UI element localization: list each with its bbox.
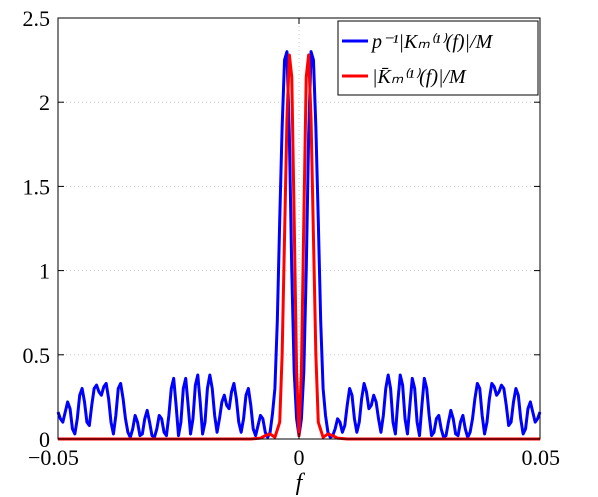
grid <box>58 18 540 439</box>
legend-box <box>337 20 539 96</box>
y-tick-label: 0.5 <box>23 343 51 368</box>
legend-label-blue: p⁻¹|Kₘ⁽¹⁾(f)|/M <box>370 31 494 53</box>
x-tick-label: −0.05 <box>28 445 79 470</box>
x-tick-label: 0.05 <box>522 445 561 470</box>
y-tick-label: 2.5 <box>23 6 51 31</box>
tick-labels: 00.511.522.5−0.05 0 0.05 <box>23 6 561 470</box>
x-axis-label: f <box>296 470 306 496</box>
y-tick-label: 0 <box>39 427 50 452</box>
y-tick-label: 1.5 <box>23 174 51 199</box>
y-tick-label: 1 <box>39 259 50 284</box>
legend-label-red: |K̄ₘ⁽¹⁾(f)|/M <box>372 66 467 88</box>
legend: p⁻¹|Kₘ⁽¹⁾(f)|/M |K̄ₘ⁽¹⁾(f)|/M <box>337 20 539 96</box>
y-tick-label: 2 <box>39 90 50 115</box>
ticks <box>57 17 541 440</box>
x-tick-label: 0 <box>294 445 305 470</box>
